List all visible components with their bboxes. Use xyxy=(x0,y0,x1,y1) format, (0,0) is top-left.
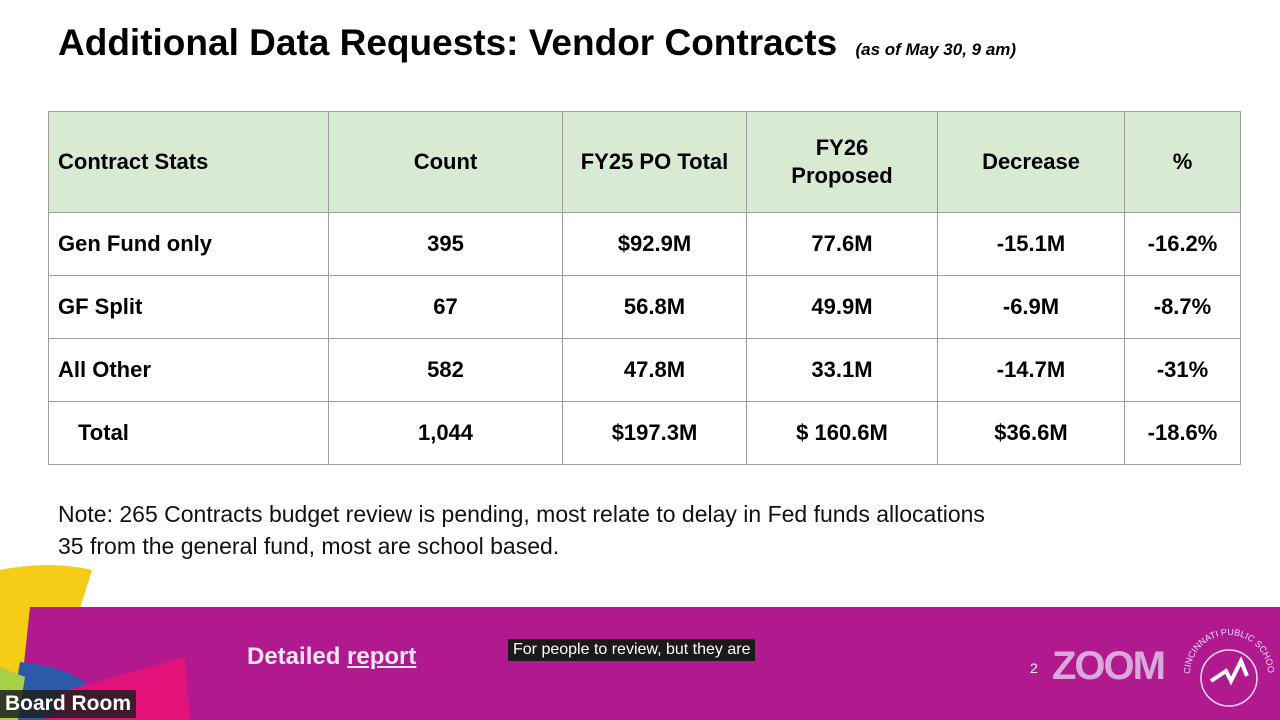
header-cell: Decrease xyxy=(937,111,1125,213)
row-label: Gen Fund only xyxy=(48,212,329,276)
table-cell: -6.9M xyxy=(937,275,1125,339)
slide-number: 2 xyxy=(1030,660,1038,676)
table-cell: -31% xyxy=(1124,338,1241,402)
table-cell: -14.7M xyxy=(937,338,1125,402)
table-cell: $197.3M xyxy=(562,401,747,465)
table-cell: -15.1M xyxy=(937,212,1125,276)
table-cell: 49.9M xyxy=(746,275,938,339)
table-cell: -8.7% xyxy=(1124,275,1241,339)
cps-logo: CINCINNATI PUBLIC SCHOOLS xyxy=(1180,618,1276,707)
table-row: GF Split 67 56.8M 49.9M -6.9M -8.7% xyxy=(48,275,1241,339)
table-cell: $ 160.6M xyxy=(746,401,938,465)
table-cell: 56.8M xyxy=(562,275,747,339)
table-cell: $92.9M xyxy=(562,212,747,276)
table-cell: -16.2% xyxy=(1124,212,1241,276)
logo-text: CINCINNATI PUBLIC SCHOOLS xyxy=(1180,618,1276,674)
detailed-report: Detailed report xyxy=(247,643,416,671)
row-label: GF Split xyxy=(48,275,329,339)
slide-note: Note: 265 Contracts budget review is pen… xyxy=(58,498,985,562)
table-cell: -18.6% xyxy=(1124,401,1241,465)
note-line: 35 from the general fund, most are schoo… xyxy=(58,533,560,559)
row-label: Total xyxy=(48,401,329,465)
table-row: All Other 582 47.8M 33.1M -14.7M -31% xyxy=(48,338,1241,402)
header-cell: Contract Stats xyxy=(48,111,329,213)
zoom-watermark: ZOOM xyxy=(1052,644,1166,688)
table-header-row: Contract Stats Count FY25 PO Total FY26 … xyxy=(48,111,1241,213)
table-cell: $36.6M xyxy=(937,401,1125,465)
title-text: Additional Data Requests: Vendor Contrac… xyxy=(58,22,838,63)
header-cell: % xyxy=(1124,111,1241,213)
table-cell: 47.8M xyxy=(562,338,747,402)
vendor-contracts-table: Contract Stats Count FY25 PO Total FY26 … xyxy=(48,111,1241,465)
table-row: Gen Fund only 395 $92.9M 77.6M -15.1M -16.2% xyxy=(48,212,1241,276)
header-cell: FY26 Proposed xyxy=(746,111,938,213)
table-cell: 395 xyxy=(328,212,563,276)
table-cell: 582 xyxy=(328,338,563,402)
header-cell: Count xyxy=(328,111,563,213)
table-cell: 77.6M xyxy=(746,212,938,276)
hands-icon xyxy=(1209,656,1249,686)
report-prefix: Detailed xyxy=(247,643,341,670)
table-cell: 1,044 xyxy=(328,401,563,465)
participant-name: Board Room xyxy=(0,690,136,718)
title-subtitle: (as of May 30, 9 am) xyxy=(855,40,1017,59)
report-link[interactable]: report xyxy=(347,643,417,670)
table-cell: 33.1M xyxy=(746,338,938,402)
globe-icon xyxy=(1200,649,1258,707)
live-caption: For people to review, but they are xyxy=(508,639,756,661)
header-cell: FY25 PO Total xyxy=(562,111,747,213)
row-label: All Other xyxy=(48,338,329,402)
table-cell: 67 xyxy=(328,275,563,339)
svg-text:CINCINNATI PUBLIC SCHOOLS: CINCINNATI PUBLIC SCHOOLS xyxy=(1180,618,1276,674)
footer-band xyxy=(0,607,1280,720)
table-row: Total 1,044 $197.3M $ 160.6M $36.6M -18.6% xyxy=(48,401,1241,465)
note-line: Note: 265 Contracts budget review is pen… xyxy=(58,501,985,527)
slide-title: Additional Data Requests: Vendor Contrac… xyxy=(58,22,1016,64)
